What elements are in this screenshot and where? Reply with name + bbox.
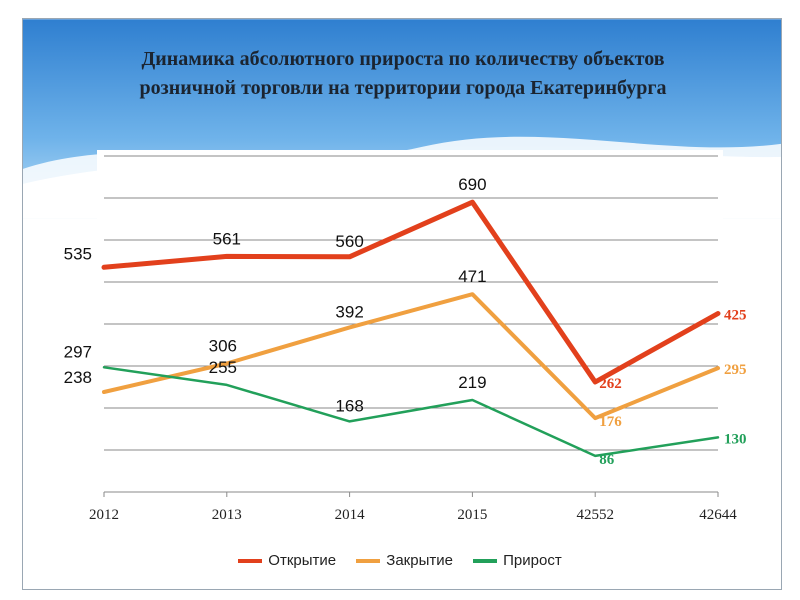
data-label-zakrytie: 176 <box>599 414 622 430</box>
plot-area <box>97 150 723 492</box>
x-tick-label: 2012 <box>89 507 119 523</box>
data-label-zakrytie: 238 <box>64 368 92 387</box>
legend-item-prirost: Прирост <box>473 552 562 569</box>
data-label-zakrytie: 471 <box>458 267 486 286</box>
x-tick-label: 42644 <box>699 507 737 523</box>
data-label-otkrytie: 561 <box>213 229 241 248</box>
legend: Открытие Закрытие Прирост <box>0 552 800 569</box>
data-label-otkrytie: 262 <box>599 376 622 392</box>
data-label-prirost: 219 <box>458 373 486 392</box>
data-label-zakrytie: 392 <box>335 302 363 321</box>
legend-item-otkrytie: Открытие <box>238 552 336 569</box>
data-labels: 535 561 560 690 262 425 238 306 392 471 176 295 297 2… <box>64 175 747 468</box>
data-label-prirost: 168 <box>335 396 363 415</box>
title-line-2: розничной торговли на территории города … <box>139 77 667 99</box>
data-label-prirost: 297 <box>64 342 92 361</box>
legend-swatch-otkrytie <box>238 559 263 564</box>
data-label-otkrytie: 560 <box>335 232 363 251</box>
title-line-1: Динамика абсолютного прироста по количес… <box>141 48 665 70</box>
series-line-prirost <box>102 366 720 458</box>
data-label-prirost: 86 <box>599 452 615 468</box>
legend-label-prirost: Прирост <box>503 552 562 569</box>
data-label-prirost: 130 <box>724 431 747 447</box>
gridlines <box>104 155 718 451</box>
data-label-otkrytie: 425 <box>724 308 747 324</box>
series-lines <box>101 199 721 458</box>
data-label-prirost: 255 <box>209 358 237 377</box>
x-tick-label: 2014 <box>335 507 366 523</box>
legend-swatch-prirost <box>473 559 498 564</box>
series-line-otkrytie <box>101 199 721 385</box>
legend-label-zakrytie: Закрытие <box>386 552 453 569</box>
x-axis: 2012 2013 2014 2015 42552 42644 <box>89 491 737 523</box>
data-label-otkrytie: 690 <box>458 175 486 194</box>
data-label-otkrytie: 535 <box>64 244 92 263</box>
legend-swatch-zakrytie <box>356 559 381 564</box>
data-label-zakrytie: 306 <box>209 336 237 355</box>
chart-title: Динамика абсолютного прироста по количес… <box>63 45 743 103</box>
legend-item-zakrytie: Закрытие <box>356 552 453 569</box>
x-tick-label: 2013 <box>212 507 242 523</box>
x-tick-label: 42552 <box>576 507 614 523</box>
series-line-zakrytie <box>102 292 720 421</box>
data-label-zakrytie: 295 <box>724 362 747 378</box>
x-tick-label: 2015 <box>457 507 487 523</box>
legend-label-otkrytie: Открытие <box>268 552 337 569</box>
